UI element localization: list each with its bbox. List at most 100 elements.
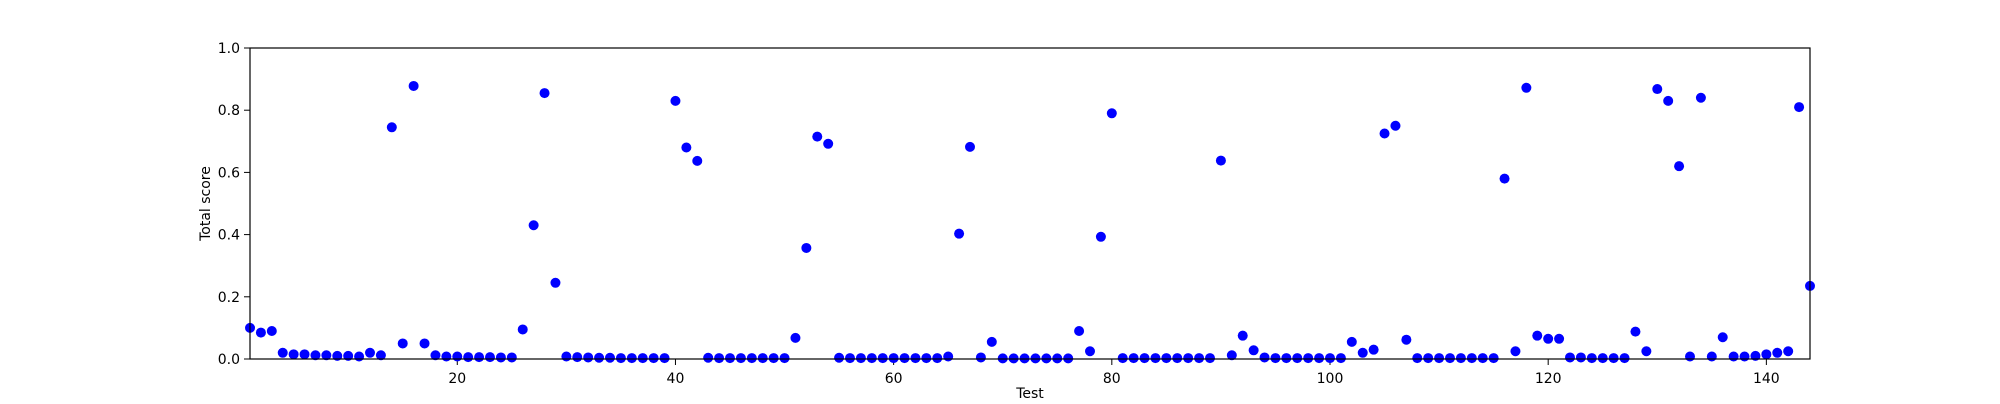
- y-tick-label: 0.6: [218, 165, 240, 181]
- data-point: [572, 352, 583, 363]
- data-point: [965, 141, 975, 152]
- data-point: [1095, 231, 1106, 242]
- data-point: [932, 353, 943, 364]
- data-point: [943, 351, 954, 362]
- data-point: [1586, 353, 1597, 364]
- data-point: [386, 122, 397, 133]
- data-point: [1325, 353, 1335, 364]
- data-point: [1488, 353, 1499, 364]
- data-point: [1739, 351, 1750, 362]
- x-tick-label: 20: [448, 371, 466, 387]
- data-point: [1401, 334, 1412, 345]
- data-point: [1292, 353, 1303, 364]
- data-point: [1226, 350, 1237, 361]
- data-point: [1510, 346, 1521, 357]
- data-point: [1270, 353, 1281, 364]
- data-point: [670, 95, 681, 106]
- data-point: [997, 353, 1008, 364]
- plot-area-frame: [249, 47, 1811, 360]
- data-point: [506, 352, 517, 363]
- data-point: [725, 353, 735, 364]
- data-point: [812, 131, 823, 142]
- data-point: [1728, 351, 1739, 362]
- data-point: [255, 327, 266, 338]
- data-point: [1390, 120, 1401, 131]
- data-point: [1717, 332, 1728, 343]
- x-axis-label: Test: [1015, 386, 1044, 400]
- data-point: [1663, 95, 1674, 106]
- data-point: [975, 352, 986, 363]
- y-tick-label: 0.8: [218, 103, 240, 119]
- data-point: [1019, 353, 1030, 364]
- data-point: [1030, 353, 1041, 364]
- data-point: [1575, 352, 1586, 363]
- data-point: [801, 242, 812, 253]
- data-point: [605, 352, 615, 363]
- data-point: [550, 277, 561, 288]
- data-point: [1434, 353, 1445, 364]
- data-point: [1128, 353, 1139, 364]
- data-point: [1237, 330, 1248, 341]
- data-point: [1706, 351, 1717, 362]
- x-tick-label: 40: [667, 371, 685, 387]
- data-point: [845, 353, 855, 364]
- data-point: [1674, 161, 1685, 172]
- data-point: [681, 142, 692, 153]
- data-point: [1335, 353, 1346, 364]
- data-point: [1379, 128, 1390, 139]
- data-point: [1445, 353, 1455, 364]
- data-point: [528, 220, 539, 231]
- data-point: [1008, 353, 1019, 364]
- data-point: [768, 353, 779, 364]
- x-tick-label: 140: [1753, 371, 1780, 387]
- data-point: [1248, 345, 1259, 356]
- data-point: [288, 349, 299, 360]
- data-point: [921, 353, 932, 364]
- data-point: [1783, 346, 1794, 357]
- data-point: [1357, 347, 1368, 358]
- data-point: [855, 353, 866, 364]
- data-point: [485, 352, 495, 363]
- y-tick-label: 0.0: [218, 352, 240, 368]
- data-point: [790, 332, 801, 343]
- data-point: [692, 155, 703, 166]
- data-point: [1412, 353, 1423, 364]
- data-point: [659, 353, 670, 364]
- data-point: [1194, 353, 1205, 364]
- data-point: [1139, 353, 1150, 364]
- data-point: [1608, 353, 1619, 364]
- data-point: [1565, 352, 1575, 363]
- data-point: [1521, 82, 1532, 93]
- data-point: [375, 350, 386, 361]
- data-point: [703, 352, 714, 363]
- data-point: [397, 338, 408, 349]
- data-point: [1346, 336, 1357, 347]
- data-point: [714, 353, 725, 364]
- data-point: [1532, 330, 1543, 341]
- data-point: [757, 353, 768, 364]
- data-point: [910, 353, 921, 364]
- data-point: [1281, 353, 1292, 364]
- data-point: [637, 353, 648, 364]
- data-point: [430, 350, 441, 361]
- data-point: [321, 350, 332, 361]
- data-point: [1303, 353, 1314, 364]
- data-point: [408, 80, 419, 91]
- data-point: [1314, 353, 1325, 364]
- data-point: [626, 353, 637, 364]
- data-point: [441, 351, 452, 362]
- y-axis-ticks: 0.0 0.2 0.4 0.6 0.8 1.0: [218, 41, 250, 368]
- data-point: [463, 352, 474, 363]
- data-point: [1368, 344, 1379, 355]
- data-point: [1423, 353, 1434, 364]
- data-point: [899, 353, 910, 364]
- y-tick-label: 0.2: [218, 290, 240, 306]
- data-point: [1215, 155, 1226, 166]
- data-point: [365, 347, 375, 358]
- data-point: [277, 347, 288, 358]
- data-point: [1750, 350, 1761, 361]
- data-point: [866, 353, 877, 364]
- data-point: [1794, 102, 1805, 113]
- data-point: [1106, 108, 1117, 119]
